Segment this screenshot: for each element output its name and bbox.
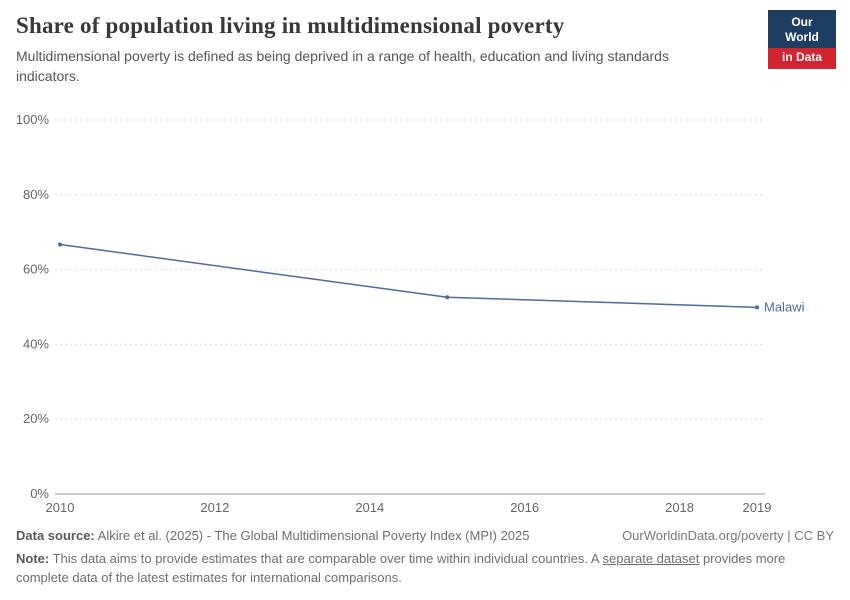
x-tick-label: 2018 <box>665 500 694 515</box>
owid-logo-top: Our World <box>768 10 836 48</box>
data-point[interactable] <box>445 295 450 300</box>
page-title: Share of population living in multidimen… <box>16 13 565 38</box>
data-point[interactable] <box>755 305 759 310</box>
note-text-2: provides more complete data of the lates… <box>16 551 786 586</box>
chart-footer: Data source: Alkire et al. (2025) - The … <box>0 519 850 600</box>
x-tick-label: 2012 <box>200 500 229 515</box>
series-entity-label[interactable]: Malawi <box>764 299 805 314</box>
page-subtitle: Multidimensional poverty is defined as b… <box>16 48 669 84</box>
x-tick-label: 2019 <box>743 500 772 515</box>
y-tick-label: 100% <box>16 112 50 127</box>
owid-logo-bottom: in Data <box>768 48 836 69</box>
y-tick-label: 60% <box>23 262 49 277</box>
data-source-text: Alkire et al. (2025) - The Global Multid… <box>94 528 530 544</box>
owid-logo[interactable]: Our World in Data <box>768 10 836 69</box>
chart-header: Share of population living in multidimen… <box>0 0 850 86</box>
chart-area[interactable]: 0% 20% 40% 60% 80% 100% 2010 2012 2014 2016 2018 20… <box>0 96 850 526</box>
source-row: Data source: Alkire et al. (2025) - The … <box>16 527 834 546</box>
x-tick-label: 2016 <box>510 500 539 515</box>
line-chart[interactable]: 0% 20% 40% 60% 80% 100% 2010 2012 2014 2016 2018 20… <box>0 96 850 526</box>
y-tick-label: 80% <box>23 187 49 202</box>
y-tick-label: 20% <box>23 411 49 426</box>
license-link[interactable]: OurWorldinData.org/poverty | CC BY <box>622 528 834 544</box>
y-tick-label: 40% <box>23 336 49 351</box>
note: Note: This data aims to provide estimate… <box>16 550 816 588</box>
separate-dataset-link[interactable]: separate dataset <box>602 551 700 567</box>
series-line-malawi[interactable] <box>59 243 758 309</box>
y-tick-label: 0% <box>30 486 49 501</box>
data-source-label: Data source: <box>16 528 95 544</box>
note-text-1: This data aims to provide estimates that… <box>49 551 603 567</box>
data-source: Data source: Alkire et al. (2025) - The … <box>16 527 530 546</box>
x-tick-label: 2010 <box>46 500 75 515</box>
data-point[interactable] <box>58 242 62 247</box>
x-tick-label: 2014 <box>355 500 384 515</box>
note-label: Note: <box>16 551 50 567</box>
